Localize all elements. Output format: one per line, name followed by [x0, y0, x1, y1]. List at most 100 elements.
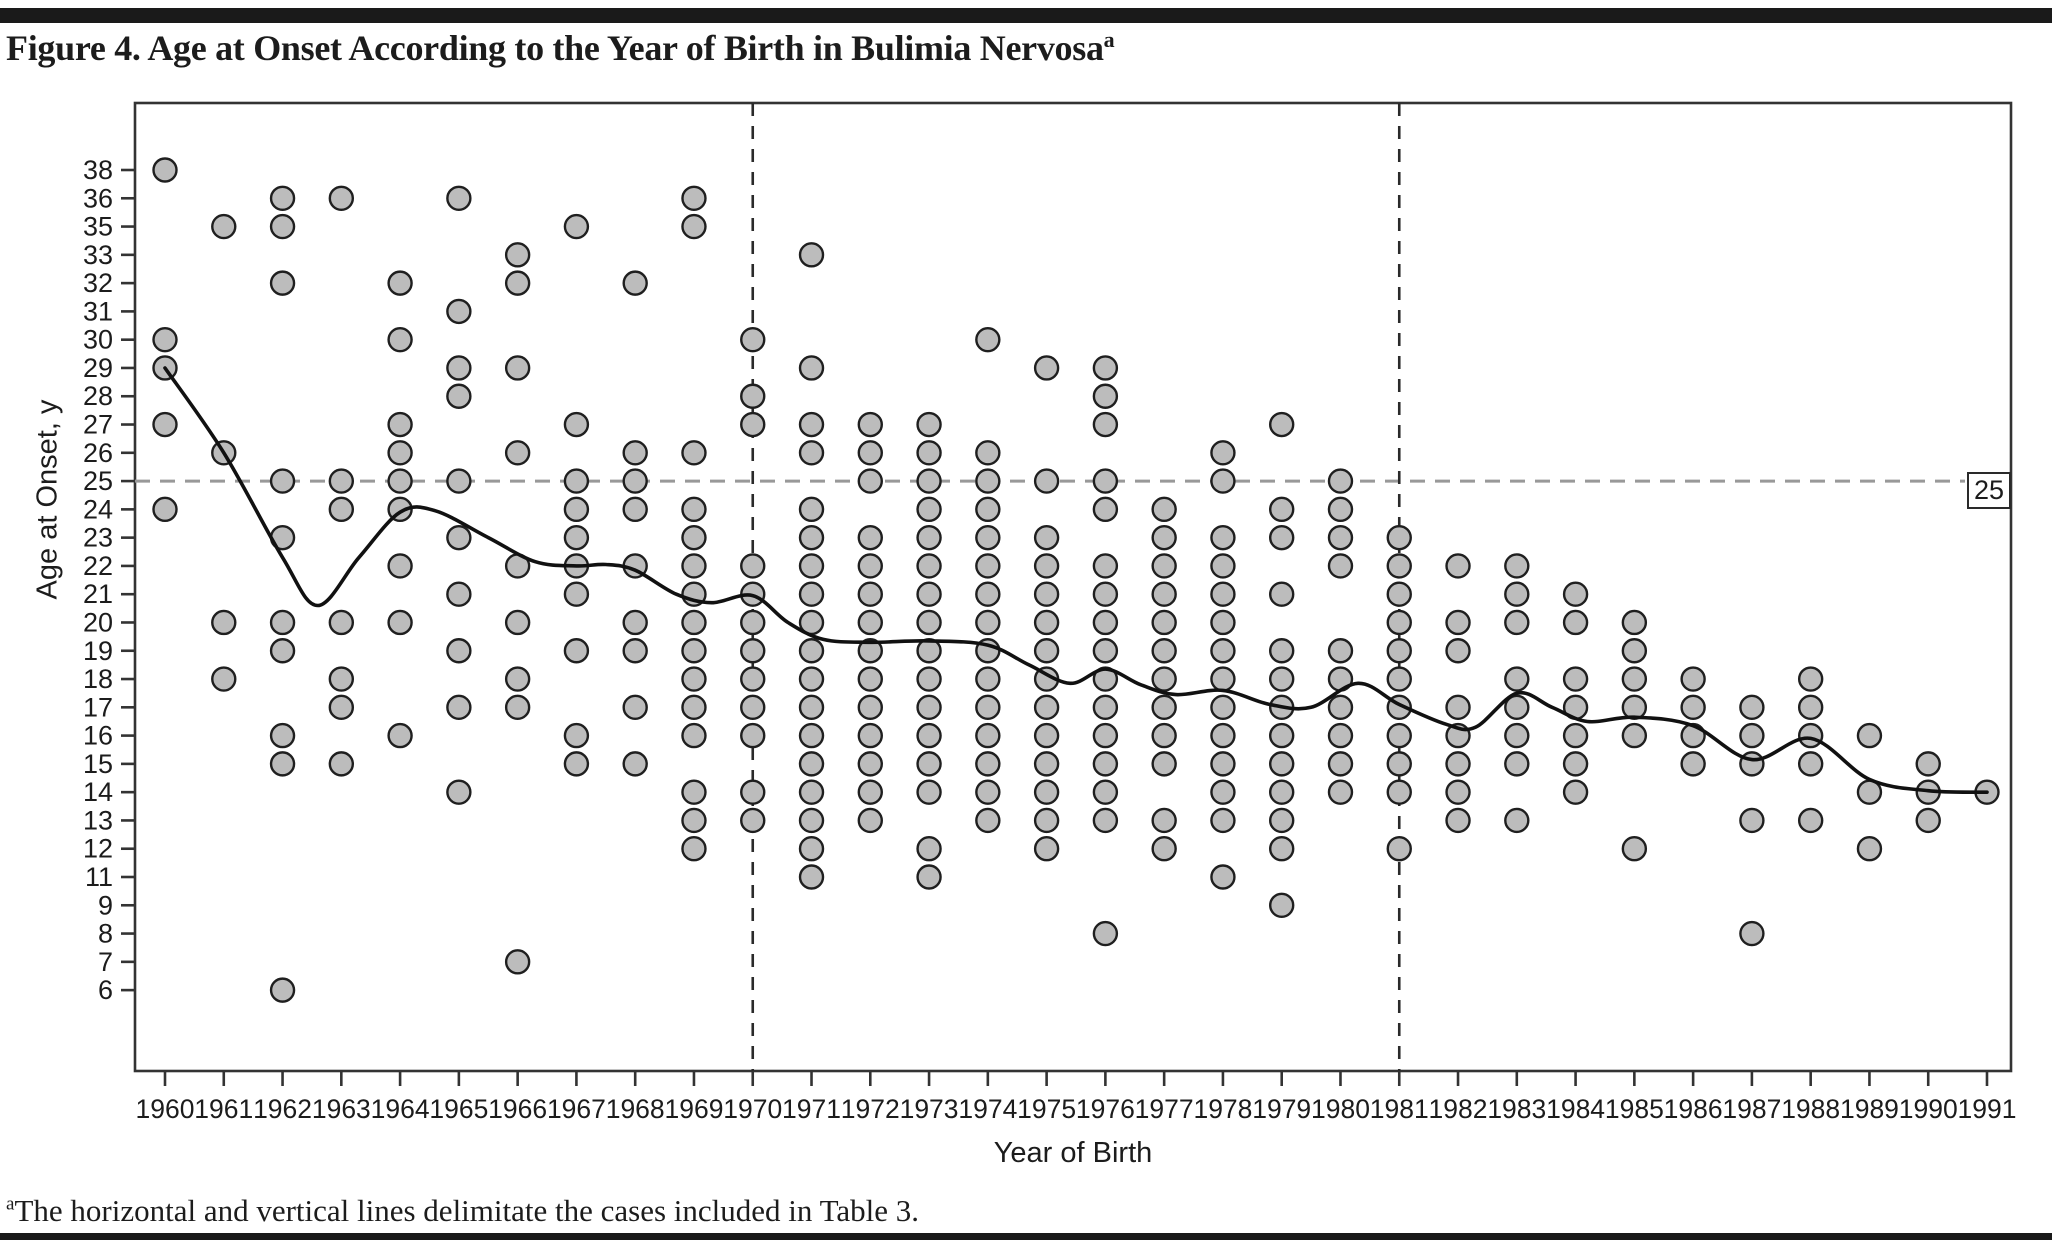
data-point — [798, 553, 825, 579]
data-point — [1327, 751, 1354, 777]
data-point — [504, 666, 531, 692]
data-point — [681, 609, 707, 636]
data-point — [1739, 920, 1765, 947]
top-rule — [0, 8, 2052, 23]
data-point — [798, 694, 825, 721]
data-point — [1269, 892, 1295, 918]
data-point — [1210, 581, 1236, 607]
data-point — [975, 694, 1001, 721]
data-point — [446, 694, 472, 721]
data-point — [1210, 440, 1236, 466]
data-point — [975, 751, 1001, 777]
x-tick-label: 1971 — [782, 1094, 841, 1124]
y-tick-label: 17 — [83, 692, 113, 722]
data-point — [798, 242, 825, 268]
data-point — [1092, 638, 1119, 664]
data-point — [328, 185, 355, 211]
data-point — [975, 666, 1001, 692]
data-point — [211, 666, 237, 692]
x-tick-label: 1964 — [371, 1094, 430, 1124]
data-point — [1092, 920, 1119, 947]
data-point — [681, 807, 707, 834]
data-point — [1327, 496, 1354, 523]
data-point — [387, 411, 413, 438]
data-point — [269, 213, 296, 240]
data-point — [857, 666, 883, 692]
data-point — [1504, 581, 1530, 607]
data-point — [152, 496, 178, 523]
data-point — [1856, 722, 1883, 749]
x-tick-label: 1966 — [488, 1094, 547, 1124]
x-tick-label: 1983 — [1487, 1094, 1546, 1124]
data-point — [798, 807, 825, 834]
x-tick-label: 1986 — [1664, 1094, 1723, 1124]
data-point — [1092, 751, 1119, 777]
data-point — [1386, 779, 1412, 805]
data-point — [1797, 694, 1824, 721]
data-point — [387, 440, 413, 466]
x-tick-label: 1972 — [841, 1094, 900, 1124]
data-point — [446, 524, 472, 551]
data-point — [622, 694, 648, 721]
x-tick-label: 1965 — [429, 1094, 488, 1124]
figure-title-text: Figure 4. Age at Onset According to the … — [6, 28, 1104, 68]
data-point — [622, 270, 648, 296]
data-point — [857, 751, 883, 777]
x-tick-label: 1979 — [1252, 1094, 1311, 1124]
data-point — [1033, 751, 1060, 777]
data-point — [1797, 722, 1824, 749]
data-point — [857, 638, 883, 664]
data-point — [152, 157, 178, 183]
y-tick-label: 15 — [83, 749, 113, 779]
data-point — [916, 694, 942, 721]
y-tick-label: 24 — [83, 494, 113, 524]
data-point — [681, 553, 707, 579]
y-tick-label: 21 — [83, 579, 113, 609]
x-tick-label: 1989 — [1840, 1094, 1899, 1124]
data-point — [681, 440, 707, 466]
data-point — [1151, 524, 1177, 551]
data-point — [975, 496, 1001, 523]
data-point — [1504, 666, 1530, 692]
data-point — [446, 355, 472, 381]
y-tick-label: 26 — [83, 438, 113, 468]
data-point — [1092, 609, 1119, 636]
data-point — [1445, 807, 1471, 834]
data-point — [1680, 666, 1706, 692]
data-point — [1621, 638, 1648, 664]
y-tick-label: 33 — [83, 240, 113, 270]
x-tick-label: 1990 — [1899, 1094, 1958, 1124]
data-point — [857, 581, 883, 607]
y-tick-label: 23 — [83, 523, 113, 553]
data-point — [1327, 638, 1354, 664]
data-point — [857, 807, 883, 834]
data-point — [387, 326, 413, 353]
data-point — [681, 185, 707, 211]
data-point — [798, 411, 825, 438]
data-point — [681, 779, 707, 805]
data-point — [1504, 694, 1530, 721]
data-point — [975, 581, 1001, 607]
data-point — [1386, 581, 1412, 607]
y-tick-label: 9 — [98, 890, 113, 920]
data-point — [857, 468, 883, 494]
data-point — [1210, 807, 1236, 834]
data-point — [681, 836, 707, 862]
data-point — [269, 751, 296, 777]
y-tick-label: 29 — [83, 353, 113, 383]
data-point — [1033, 581, 1060, 607]
data-point — [328, 468, 355, 494]
x-tick-label: 1963 — [312, 1094, 371, 1124]
data-point — [1092, 411, 1119, 438]
data-point — [916, 496, 942, 523]
data-point — [1092, 581, 1119, 607]
data-point — [857, 440, 883, 466]
data-point — [740, 722, 766, 749]
y-tick-label: 6 — [98, 975, 113, 1005]
data-point — [798, 524, 825, 551]
x-tick-label: 1985 — [1605, 1094, 1664, 1124]
trend-line — [163, 366, 1989, 794]
data-point — [798, 440, 825, 466]
data-point — [622, 468, 648, 494]
